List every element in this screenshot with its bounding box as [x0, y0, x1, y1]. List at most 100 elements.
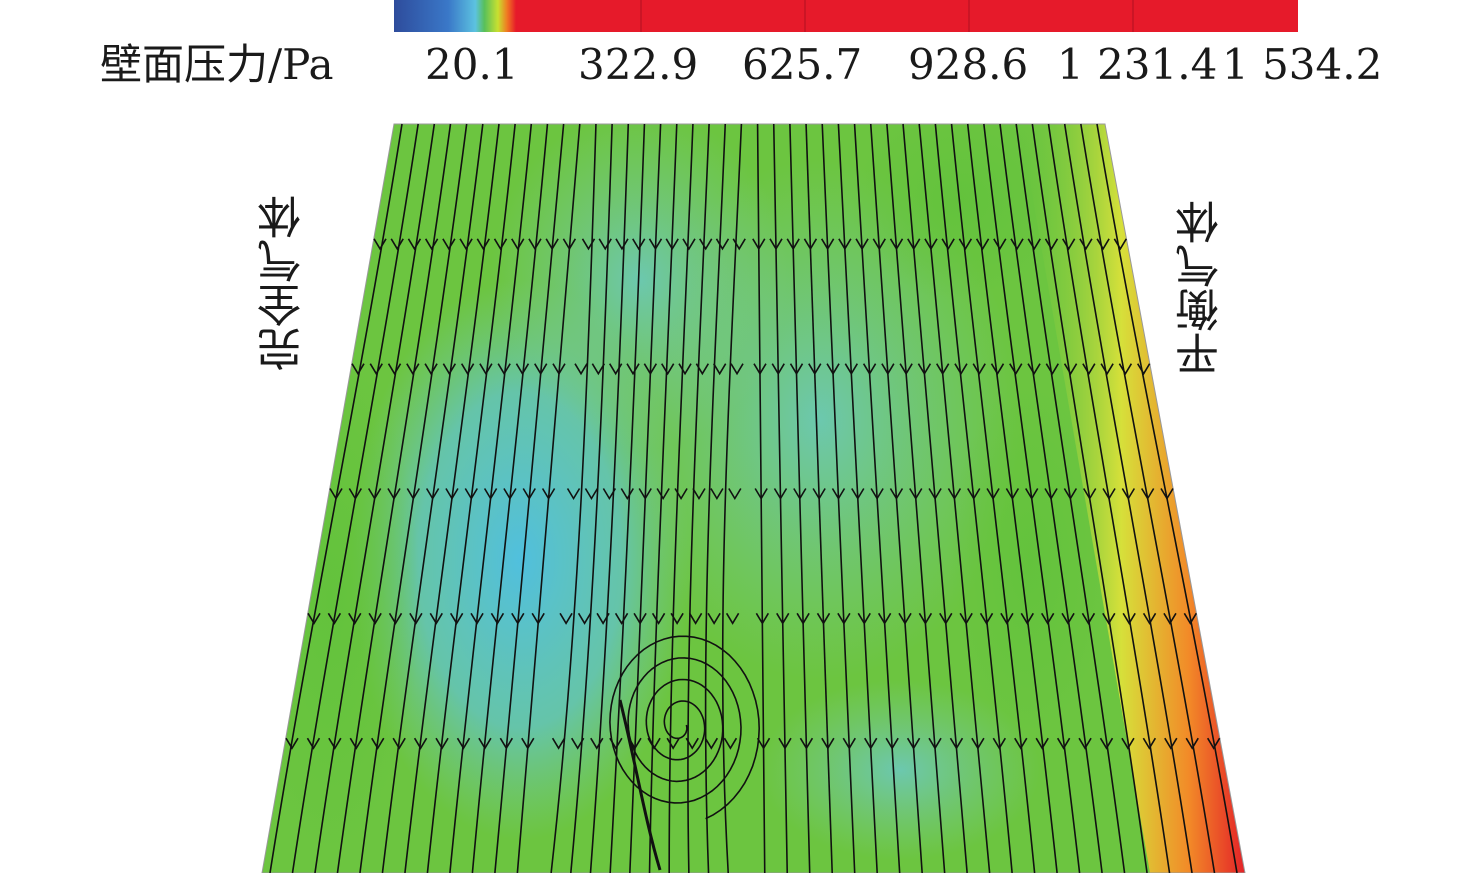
streamline-arrow — [752, 238, 766, 251]
streamline-arrow — [449, 612, 464, 625]
streamline-arrow — [531, 612, 545, 625]
streamline-arrow — [424, 363, 438, 376]
streamline-arrow — [1078, 737, 1092, 750]
streamline-arrow — [574, 363, 588, 376]
streamline-arrow — [493, 238, 508, 251]
streamline-arrow — [666, 737, 680, 750]
streamline-arrow — [972, 363, 986, 376]
streamline-arrow — [584, 488, 599, 501]
streamline-arrow — [577, 612, 592, 625]
streamline-arrow — [958, 238, 973, 251]
streamline-arrow — [424, 238, 439, 251]
streamline-arrow — [522, 488, 536, 501]
streamline-arrow — [670, 612, 684, 625]
streamline-arrow — [939, 612, 953, 625]
streamline-arrow — [881, 363, 895, 376]
streamline-arrow — [1040, 612, 1055, 625]
streamline-arrow — [1020, 612, 1034, 625]
streamline-arrow — [1206, 737, 1221, 750]
streamline-arrow — [917, 363, 932, 376]
streamline — [704, 123, 727, 873]
streamline-arrow — [821, 737, 835, 750]
streamline-arrow — [971, 737, 985, 750]
streamline-arrow — [918, 612, 933, 625]
streamline-arrow — [826, 363, 840, 376]
streamline-arrow — [864, 737, 878, 750]
streamline-arrow — [511, 612, 525, 625]
streamline-arrow — [1163, 612, 1177, 625]
streamline-arrow — [1000, 612, 1014, 625]
streamline-arrow — [838, 238, 852, 251]
streamline-arrow — [949, 737, 964, 750]
streamline-arrow — [928, 737, 942, 750]
streamline-arrow — [497, 363, 511, 376]
streamline-arrow — [470, 612, 484, 625]
streamline-arrow — [907, 238, 921, 251]
streamline-arrow — [831, 488, 846, 501]
streamline-arrow — [1009, 363, 1023, 376]
streamline-arrow — [387, 488, 401, 501]
streamline-arrow — [928, 488, 942, 501]
streamline-arrow — [715, 238, 730, 251]
streamline-arrow — [723, 737, 738, 750]
streamline-arrow — [889, 238, 904, 251]
streamline-arrow — [1136, 363, 1151, 376]
streamline-arrow — [993, 238, 1007, 251]
streamline-arrow — [924, 238, 938, 251]
streamline-arrow — [799, 737, 814, 750]
colorbar-tick-label: 1 534.2 — [1222, 40, 1383, 89]
streamline-arrow — [1045, 363, 1059, 376]
streamline-arrow — [906, 737, 921, 750]
streamline-arrow — [755, 612, 770, 625]
streamline-arrow — [349, 737, 363, 750]
streamline-arrow — [704, 737, 719, 750]
streamline-arrow — [562, 238, 577, 251]
streamline-arrow — [390, 238, 404, 251]
streamline-arrow — [479, 363, 493, 376]
streamline-arrow — [870, 488, 884, 501]
streamline — [648, 123, 678, 873]
streamline-arrow — [688, 612, 703, 625]
streamline-arrow — [1121, 488, 1136, 501]
colorbar-tick-label: 20.1 — [425, 40, 519, 89]
streamline-arrow — [1083, 488, 1097, 501]
streamline-arrow — [1061, 612, 1075, 625]
streamline-arrow — [371, 737, 385, 750]
streamline-arrow — [695, 363, 710, 376]
streamline-arrow — [614, 612, 629, 625]
streamline-arrow — [351, 363, 365, 376]
streamline-arrow — [306, 737, 321, 750]
streamline-arrow — [388, 612, 403, 625]
streamline-arrow — [1140, 488, 1155, 501]
high-pressure-edge — [1020, 124, 1245, 873]
streamline-arrow — [1025, 488, 1039, 501]
streamline-arrow — [754, 488, 768, 501]
streamline-arrow — [620, 488, 634, 501]
streamline-arrow — [941, 238, 955, 251]
streamline-arrow — [1185, 737, 1199, 750]
streamline-arrow — [633, 612, 647, 625]
streamline-arrow — [392, 737, 406, 750]
streamline-arrow — [1063, 488, 1078, 501]
streamline-arrow — [808, 363, 822, 376]
streamline-arrow — [1142, 737, 1157, 750]
streamline-arrow — [456, 737, 471, 750]
streamline — [721, 123, 743, 873]
streamline-arrow — [534, 363, 548, 376]
streamline-arrow — [559, 612, 573, 625]
streamline-arrow — [713, 363, 727, 376]
streamline-arrow — [842, 737, 856, 750]
streamline-arrow — [1102, 612, 1116, 625]
streamline-arrow — [725, 612, 740, 625]
streamline-arrow — [499, 737, 514, 750]
streamline-arrow — [1035, 737, 1049, 750]
streamline-arrow — [776, 612, 790, 625]
streamline-arrow — [1056, 737, 1071, 750]
streamline-arrow — [285, 737, 299, 750]
streamline-arrow — [413, 737, 428, 750]
streamline-arrow — [566, 488, 581, 501]
streamline-arrow — [327, 612, 342, 625]
streamline-arrow — [730, 363, 744, 376]
streamline-arrow — [648, 238, 663, 251]
streamline-arrow — [406, 363, 420, 376]
